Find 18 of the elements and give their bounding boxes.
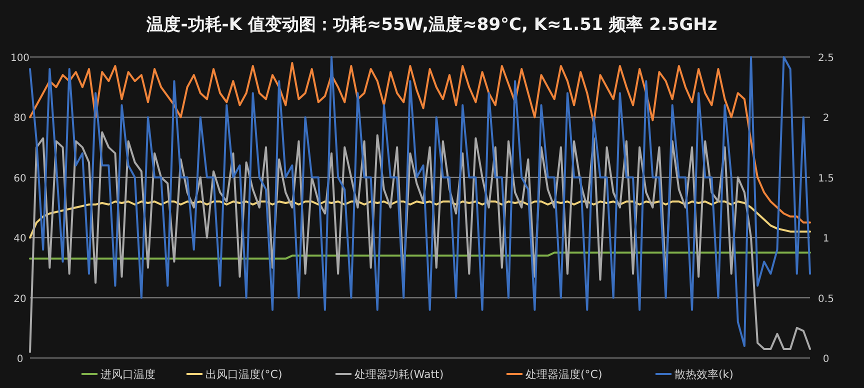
y2-tick-label: 1 xyxy=(822,234,830,245)
y2-tick-label: 1.5 xyxy=(818,173,834,184)
y-tick-label: 20 xyxy=(14,294,26,305)
y2-tick-label: 2 xyxy=(822,113,830,124)
y-tick-label: 0 xyxy=(16,354,24,365)
legend-label: 出风口温度(°C) xyxy=(206,368,282,381)
legend-label: 处理器温度(°C) xyxy=(526,368,602,381)
y-tick-label: 80 xyxy=(14,113,26,124)
legend-label: 进风口温度 xyxy=(100,368,156,381)
y-tick-label: 60 xyxy=(14,173,26,184)
y2-tick-label: 2.5 xyxy=(818,53,834,64)
y-tick-label: 40 xyxy=(14,234,26,245)
y-tick-label: 100 xyxy=(10,53,30,64)
y2-tick-label: 0.5 xyxy=(818,294,834,305)
y2-tick-label: 0 xyxy=(822,354,830,365)
chart-title: 温度-功耗-K 值变动图：功耗≈55W,温度≈89°C, K≈1.51 频率 2.5GHz xyxy=(146,15,718,35)
legend-label: 散热效率(k) xyxy=(674,368,734,381)
legend-label: 处理器功耗(Watt) xyxy=(354,368,444,381)
